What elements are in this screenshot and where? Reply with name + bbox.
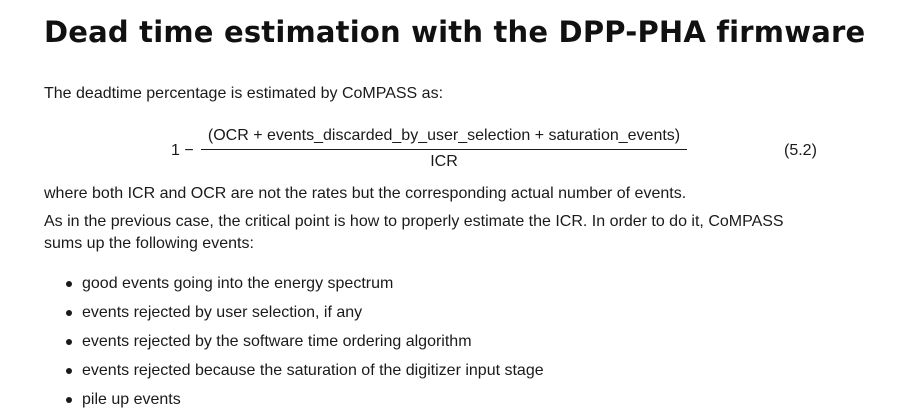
previous-case-line-1: As in the previous case, the critical po… xyxy=(44,213,784,230)
equation-numerator: (OCR + events_discarded_by_user_selectio… xyxy=(207,127,681,144)
equation-lhs: 1 − xyxy=(171,142,194,159)
bullet-icon xyxy=(66,339,72,345)
equation-number: (5.2) xyxy=(784,142,817,159)
equation-denominator: ICR xyxy=(430,153,458,170)
bullet-icon xyxy=(66,368,72,374)
bullet-icon xyxy=(66,397,72,403)
previous-case-line-2: sums up the following events: xyxy=(44,235,254,252)
where-paragraph: where both ICR and OCR are not the rates… xyxy=(44,185,687,202)
page-title: Dead time estimation with the DPP-PHA fi… xyxy=(44,15,866,49)
equation-block: 1 − (OCR + events_discarded_by_user_sele… xyxy=(0,125,911,175)
bullet-icon xyxy=(66,310,72,316)
equation-fraction: (OCR + events_discarded_by_user_selectio… xyxy=(201,125,687,175)
list-item-text: good events going into the energy spectr… xyxy=(82,275,394,292)
fraction-bar xyxy=(201,149,687,150)
previous-case-paragraph: As in the previous case, the critical po… xyxy=(44,211,784,255)
list-item-text: events rejected because the saturation o… xyxy=(82,362,544,379)
intro-paragraph: The deadtime percentage is estimated by … xyxy=(44,85,444,102)
bullet-icon xyxy=(66,281,72,287)
list-item-text: pile up events xyxy=(82,391,181,408)
list-item-text: events rejected by user selection, if an… xyxy=(82,304,363,321)
list-item-text: events rejected by the software time ord… xyxy=(82,333,472,350)
